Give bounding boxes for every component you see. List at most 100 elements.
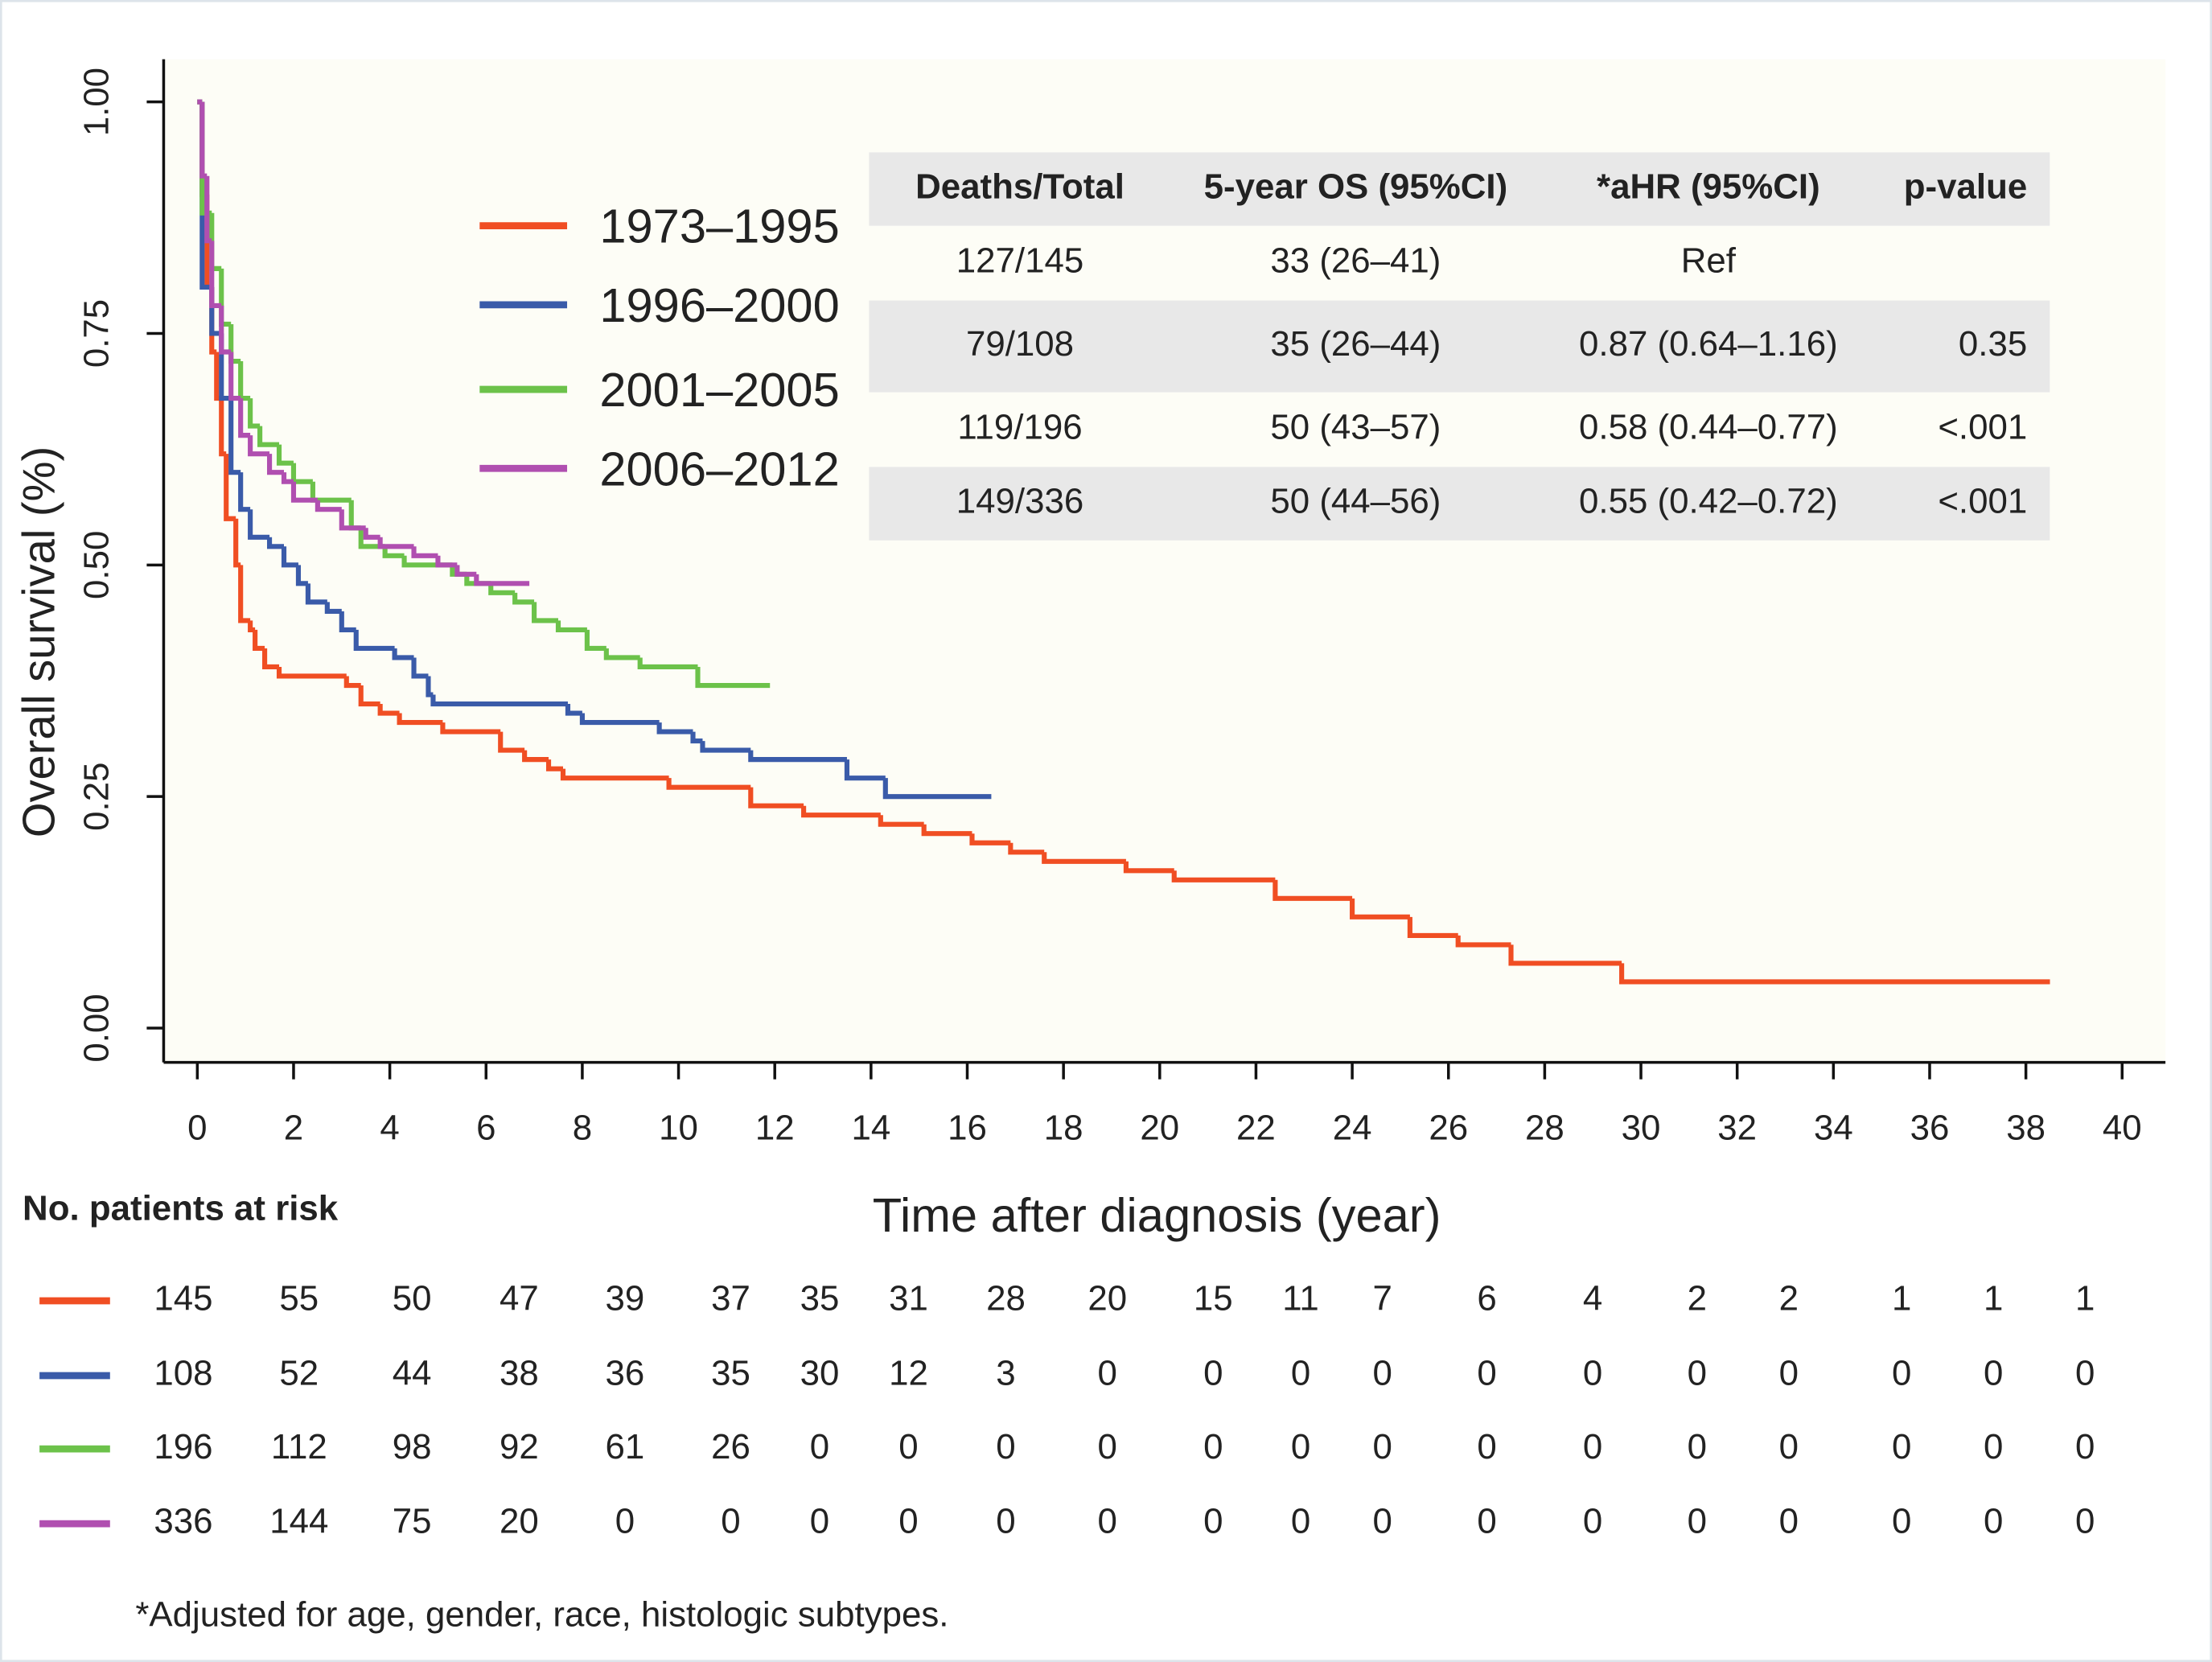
risk-count: 0 [1373,1354,1392,1393]
survival-step [238,565,251,623]
footnote: *Adjusted for age, gender, race, histolo… [135,1594,948,1634]
risk-count: 61 [606,1427,645,1467]
risk-count: 0 [1203,1354,1223,1393]
survival-step [248,435,270,457]
risk-count: 112 [271,1427,327,1467]
y-tick-label: 0.50 [76,531,116,599]
risk-count: 15 [1194,1279,1233,1318]
survival-step [878,815,924,827]
survival-step [339,509,366,531]
survival-step [290,481,318,503]
y-tick-label: 0.75 [76,299,116,368]
risk-count: 0 [1203,1502,1223,1541]
survival-step [257,426,280,447]
survival-step [353,629,395,652]
risk-count: 0 [2075,1427,2095,1467]
legend-label: 2006–2012 [599,442,839,496]
table-cell: 79/108 [966,324,1074,364]
table-header: p-value [1904,167,2027,207]
legend-label: 2001–2005 [599,363,839,417]
survival-step [228,352,241,401]
table-cell: 149/336 [956,482,1083,521]
x-tick-label: 28 [1525,1108,1564,1147]
survival-step [1273,879,1353,901]
survival-step [1008,842,1045,855]
x-tick-label: 38 [2006,1108,2045,1147]
survival-step [233,518,241,568]
survival-step [266,537,285,549]
risk-count: 0 [1779,1354,1799,1393]
x-axis-label: Time after diagnosis (year) [873,1188,1441,1242]
x-tick-label: 32 [1717,1108,1757,1147]
x-tick-label: 30 [1622,1108,1661,1147]
risk-count: 0 [1291,1502,1310,1541]
survival-step [801,805,881,818]
table-header: 5-year OS (95%CI) [1204,167,1508,207]
risk-count: 36 [606,1354,645,1393]
risk-count: 1 [1892,1279,1911,1318]
survival-step [305,583,327,605]
survival-step [882,778,992,800]
table-cell: 0.35 [1959,324,2027,364]
table-header: *aHR (95%CI) [1597,167,1820,207]
survival-step [219,398,227,457]
y-tick-label: 1.00 [76,68,116,136]
table-cell: 0.58 (0.44–0.77) [1579,408,1838,447]
table-cell: 33 (26–41) [1270,241,1441,281]
survival-step [219,333,232,401]
risk-count: 11 [1282,1279,1318,1318]
survival-step [397,713,443,726]
survival-step [695,666,771,689]
survival-step [315,500,342,512]
risk-count: 52 [279,1354,319,1393]
risk-count: 196 [154,1427,212,1467]
risk-count: 0 [1892,1502,1911,1541]
survival-step [637,657,698,670]
risk-count: 0 [1477,1427,1496,1467]
survival-step [1508,944,1622,966]
x-tick-label: 6 [476,1108,495,1147]
survival-step [358,685,380,707]
survival-step [690,731,703,744]
survival-step [199,101,208,179]
x-tick-label: 10 [659,1108,698,1147]
survival-step [603,648,640,660]
risk-count: 0 [1984,1502,2003,1541]
table-cell: 119/196 [957,408,1082,447]
risk-count: 0 [1098,1354,1117,1393]
risk-count: 26 [711,1427,750,1467]
risk-count: 0 [810,1427,829,1467]
risk-count: 0 [1779,1502,1799,1541]
x-tick-label: 16 [948,1108,987,1147]
table-cell: 50 (44–56) [1270,482,1441,521]
survival-step [584,629,606,652]
table-row-bg [869,152,2050,226]
x-tick-label: 36 [1910,1108,1950,1147]
risk-count: 0 [1583,1427,1602,1467]
risk-count: 0 [615,1502,635,1541]
survival-step [748,787,804,808]
survival-step [290,463,313,484]
risk-count: 38 [500,1354,539,1393]
risk-count: 0 [898,1427,918,1467]
survival-step [579,713,660,726]
survival-step [209,241,222,309]
table-cell: 0.87 (0.64–1.16) [1579,324,1838,364]
table-row-bg [869,300,2050,393]
survival-step [377,537,414,549]
risk-count: 0 [1373,1502,1392,1541]
survival-step [1455,935,1511,948]
survival-step [339,611,356,632]
y-tick-label: 0.25 [76,763,116,831]
risk-count: 0 [1688,1354,1707,1393]
survival-step [363,528,380,540]
risk-count: 20 [500,1502,539,1541]
survival-step [248,398,261,429]
x-tick-label: 40 [2103,1108,2142,1147]
survival-step [532,602,559,623]
risk-count: 55 [279,1279,319,1318]
risk-count: 0 [2075,1354,2095,1393]
survival-step [281,546,298,568]
